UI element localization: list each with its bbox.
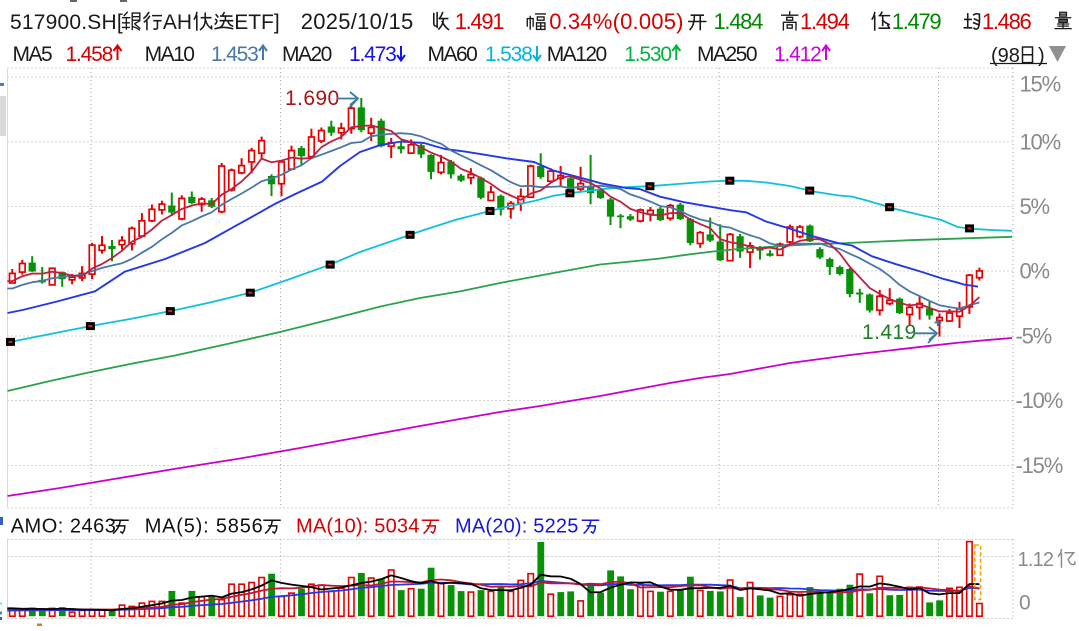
svg-text:1.412: 1.412: [774, 43, 821, 66]
svg-text:10%: 10%: [1020, 130, 1061, 155]
svg-text:1.491: 1.491: [455, 9, 505, 34]
svg-text:AMO: 2463: AMO: 2463: [11, 516, 117, 538]
svg-text:1.453: 1.453: [211, 43, 258, 66]
svg-text:MA5: MA5: [13, 43, 53, 66]
svg-text:MA(20): 5225: MA(20): 5225: [455, 516, 579, 538]
svg-text:MA60: MA60: [428, 43, 478, 66]
svg-text:-5%: -5%: [1016, 324, 1052, 349]
svg-text:-15%: -15%: [1016, 453, 1063, 478]
svg-text:0.34%(0.005): 0.34%(0.005): [549, 9, 684, 34]
svg-text:15%: 15%: [1020, 72, 1061, 97]
svg-text:1.538: 1.538: [485, 43, 532, 66]
svg-text:MA250: MA250: [697, 43, 757, 66]
svg-text:1.458: 1.458: [66, 43, 113, 66]
svg-text:1.419: 1.419: [862, 321, 917, 344]
svg-text:ETF]: ETF]: [234, 11, 280, 34]
svg-text:5%: 5%: [1020, 194, 1050, 219]
svg-text:MA20: MA20: [282, 43, 332, 66]
svg-text:MA(10): 5034: MA(10): 5034: [296, 516, 420, 538]
svg-text:2025/10/15: 2025/10/15: [301, 9, 414, 34]
svg-text:1.473: 1.473: [349, 43, 396, 66]
svg-text:1.530: 1.530: [624, 43, 671, 66]
svg-text:0: 0: [1019, 592, 1031, 615]
svg-text:MA120: MA120: [547, 43, 607, 66]
svg-text:1.690: 1.690: [285, 87, 340, 110]
svg-text:1.479: 1.479: [892, 9, 942, 34]
svg-text:MA(5): 5856: MA(5): 5856: [145, 516, 264, 538]
svg-text:1.12: 1.12: [1018, 549, 1054, 571]
svg-text:): ): [1038, 45, 1045, 67]
svg-text:AH: AH: [163, 11, 192, 34]
svg-text:517900.SH[: 517900.SH[: [10, 11, 123, 34]
svg-text:1.494: 1.494: [800, 9, 850, 34]
svg-text:MA10: MA10: [145, 43, 195, 66]
svg-text:(98: (98: [991, 45, 1020, 67]
svg-text:1.484: 1.484: [714, 9, 764, 34]
svg-text:1.486: 1.486: [982, 9, 1032, 34]
svg-text:0%: 0%: [1020, 259, 1050, 284]
svg-text:-10%: -10%: [1016, 388, 1063, 413]
